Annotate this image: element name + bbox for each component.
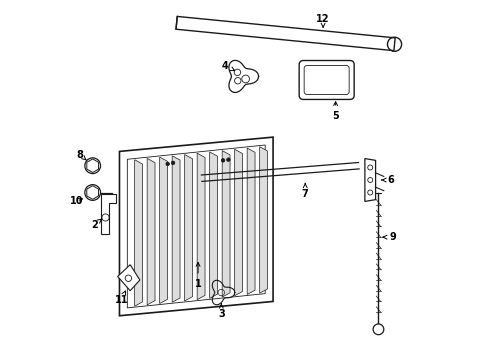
Text: 8: 8 bbox=[77, 150, 86, 160]
Polygon shape bbox=[147, 158, 155, 305]
Polygon shape bbox=[222, 150, 229, 297]
FancyBboxPatch shape bbox=[304, 66, 348, 94]
Circle shape bbox=[221, 158, 224, 162]
Polygon shape bbox=[234, 149, 242, 296]
Polygon shape bbox=[209, 152, 217, 298]
Text: 3: 3 bbox=[218, 303, 224, 319]
Polygon shape bbox=[364, 158, 375, 202]
Text: 7: 7 bbox=[301, 184, 308, 199]
Text: 4: 4 bbox=[221, 61, 234, 71]
Circle shape bbox=[171, 161, 175, 165]
Text: 10: 10 bbox=[70, 197, 83, 206]
Polygon shape bbox=[101, 194, 116, 234]
Polygon shape bbox=[127, 145, 264, 308]
Polygon shape bbox=[184, 154, 192, 301]
Circle shape bbox=[165, 162, 169, 166]
Polygon shape bbox=[134, 160, 142, 306]
Text: 11: 11 bbox=[114, 291, 128, 305]
Text: 6: 6 bbox=[381, 175, 393, 185]
Polygon shape bbox=[259, 147, 267, 293]
Text: 2: 2 bbox=[91, 219, 101, 230]
Polygon shape bbox=[176, 17, 394, 51]
Circle shape bbox=[226, 158, 230, 161]
Text: 9: 9 bbox=[382, 232, 395, 242]
Text: 1: 1 bbox=[194, 262, 201, 289]
Text: 12: 12 bbox=[316, 14, 329, 27]
FancyBboxPatch shape bbox=[299, 60, 353, 99]
Polygon shape bbox=[119, 137, 272, 316]
Polygon shape bbox=[246, 148, 255, 294]
Polygon shape bbox=[172, 156, 180, 302]
Polygon shape bbox=[118, 265, 140, 291]
Text: 5: 5 bbox=[331, 102, 338, 121]
Polygon shape bbox=[160, 157, 167, 303]
Polygon shape bbox=[197, 153, 204, 300]
